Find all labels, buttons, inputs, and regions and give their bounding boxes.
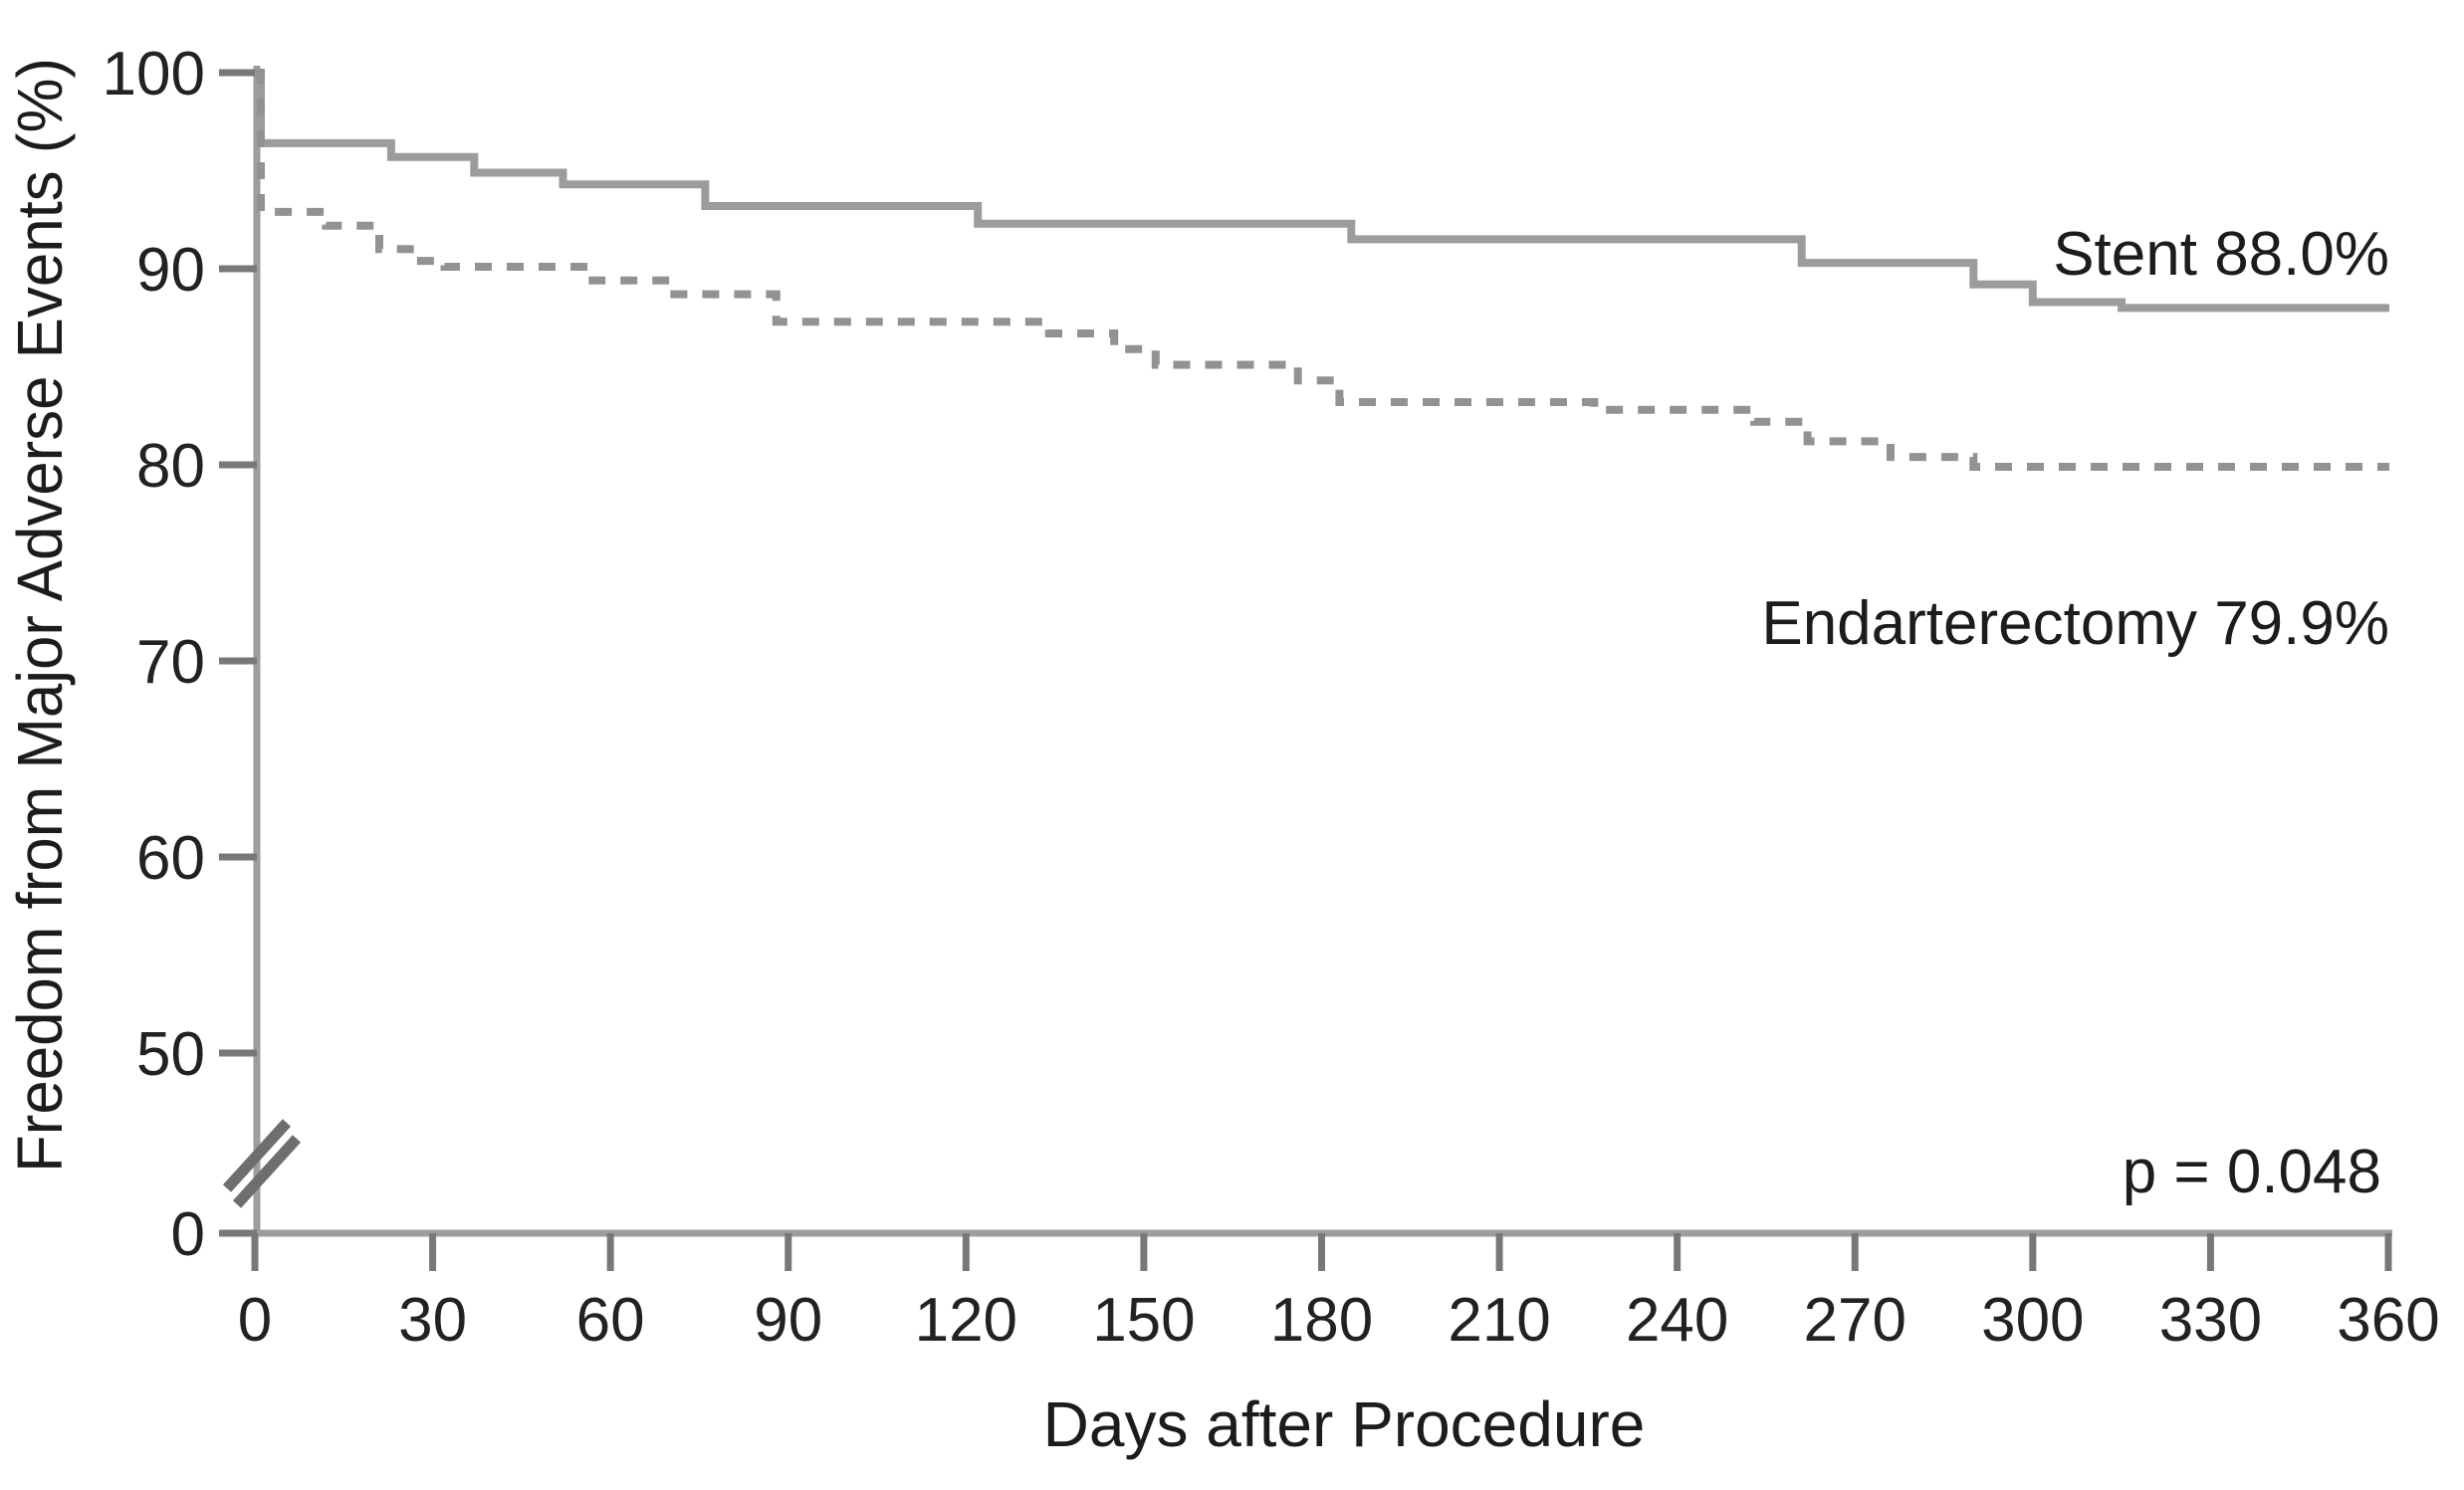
y-tick-label: 90 (136, 236, 205, 305)
x-tick-label: 180 (1270, 1286, 1373, 1355)
x-tick-label: 0 (238, 1286, 272, 1355)
y-axis-break-mark (232, 1135, 302, 1208)
y-tick-label: 50 (136, 1020, 205, 1089)
stent-series-label: Stent 88.0% (2053, 220, 2389, 289)
endarterectomy-curve (255, 69, 2389, 471)
x-tick-label: 300 (1981, 1286, 2084, 1355)
y-tick-label: 80 (136, 432, 205, 501)
x-axis-ticks: 0 30 60 90 120 150 180 210 240 270 300 330 360 (238, 1233, 2440, 1355)
x-tick-label: 150 (1092, 1286, 1195, 1355)
x-tick-label: 330 (2159, 1286, 2262, 1355)
endarterectomy-series-label: Endarterectomy 79.9% (1761, 589, 2389, 658)
y-axis-break-mark (222, 1119, 292, 1192)
y-tick-label: 70 (136, 628, 205, 697)
x-tick-label: 270 (1804, 1286, 1906, 1355)
y-tick-label: 0 (171, 1200, 205, 1269)
y-axis-title: Freedom from Major Adverse Events (%) (4, 58, 76, 1172)
x-axis-title: Days after Procedure (1043, 1388, 1646, 1460)
stent-curve (255, 69, 2389, 313)
p-value-label: p = 0.048 (2123, 1138, 2381, 1206)
y-tick-label: 60 (136, 824, 205, 893)
x-tick-label: 30 (398, 1286, 467, 1355)
x-tick-label: 60 (576, 1286, 645, 1355)
x-tick-label: 90 (754, 1286, 822, 1355)
x-tick-label: 360 (2337, 1286, 2439, 1355)
y-tick-label: 100 (103, 40, 205, 108)
x-tick-label: 120 (915, 1286, 1017, 1355)
y-axis-ticks: 100 90 80 70 60 50 0 (103, 40, 257, 1269)
x-tick-label: 240 (1626, 1286, 1728, 1355)
x-tick-label: 210 (1448, 1286, 1550, 1355)
